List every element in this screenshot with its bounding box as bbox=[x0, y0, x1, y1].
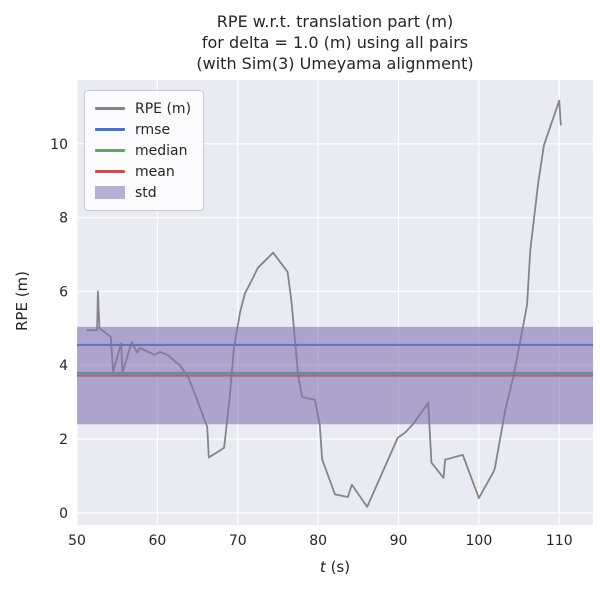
chart-title: RPE w.r.t. translation part (m) for delt… bbox=[77, 11, 593, 74]
rmse-line-swatch bbox=[95, 128, 125, 131]
legend-label: std bbox=[135, 184, 157, 201]
legend-label: median bbox=[135, 142, 188, 159]
legend-swatch-wrap bbox=[95, 128, 125, 131]
legend-swatch-wrap bbox=[95, 186, 125, 199]
RPE (m)-line-swatch bbox=[95, 107, 125, 110]
chart-title-line1: RPE w.r.t. translation part (m) bbox=[216, 12, 454, 31]
std-band bbox=[77, 326, 593, 425]
y-tick-label: 4 bbox=[59, 358, 68, 374]
legend-item-std: std bbox=[95, 182, 191, 203]
mean-line-swatch bbox=[95, 170, 125, 173]
x-tick-label: 100 bbox=[466, 533, 493, 549]
x-tick-label: 70 bbox=[229, 533, 247, 549]
y-axis-label: RPE (m) bbox=[13, 270, 31, 332]
y-tick-label: 8 bbox=[59, 211, 68, 227]
legend: RPE (m) rmse median mean std bbox=[84, 90, 205, 211]
legend-item-mean: mean bbox=[95, 161, 191, 182]
chart-title-line3: (with Sim(3) Umeyama alignment) bbox=[196, 54, 474, 73]
median-line-swatch bbox=[95, 149, 125, 152]
chart-title-line2: for delta = 1.0 (m) using all pairs bbox=[201, 33, 469, 52]
x-tick-label: 90 bbox=[390, 533, 408, 549]
x-axis-label: t (s) bbox=[77, 558, 593, 576]
legend-item-median: median bbox=[95, 140, 191, 161]
legend-label: mean bbox=[135, 163, 175, 180]
legend-label: rmse bbox=[135, 121, 171, 138]
y-tick-label: 6 bbox=[59, 284, 68, 300]
legend-item-rmse: rmse bbox=[95, 119, 191, 140]
legend-swatch-wrap bbox=[95, 170, 125, 173]
legend-swatch-wrap bbox=[95, 149, 125, 152]
x-tick-label: 60 bbox=[148, 533, 166, 549]
std-patch-swatch bbox=[95, 186, 125, 199]
x-axis-label-symbol: t bbox=[319, 558, 326, 576]
legend-label: RPE (m) bbox=[135, 100, 192, 117]
y-tick-label: 2 bbox=[59, 432, 68, 448]
y-tick-label: 0 bbox=[59, 506, 68, 522]
x-tick-label: 80 bbox=[309, 533, 327, 549]
legend-item-rpe-m-: RPE (m) bbox=[95, 98, 191, 119]
x-axis-label-units: (s) bbox=[330, 558, 351, 576]
y-tick-label: 10 bbox=[50, 137, 68, 153]
x-tick-label: 110 bbox=[546, 533, 573, 549]
x-tick-label: 50 bbox=[68, 533, 86, 549]
legend-swatch-wrap bbox=[95, 107, 125, 110]
